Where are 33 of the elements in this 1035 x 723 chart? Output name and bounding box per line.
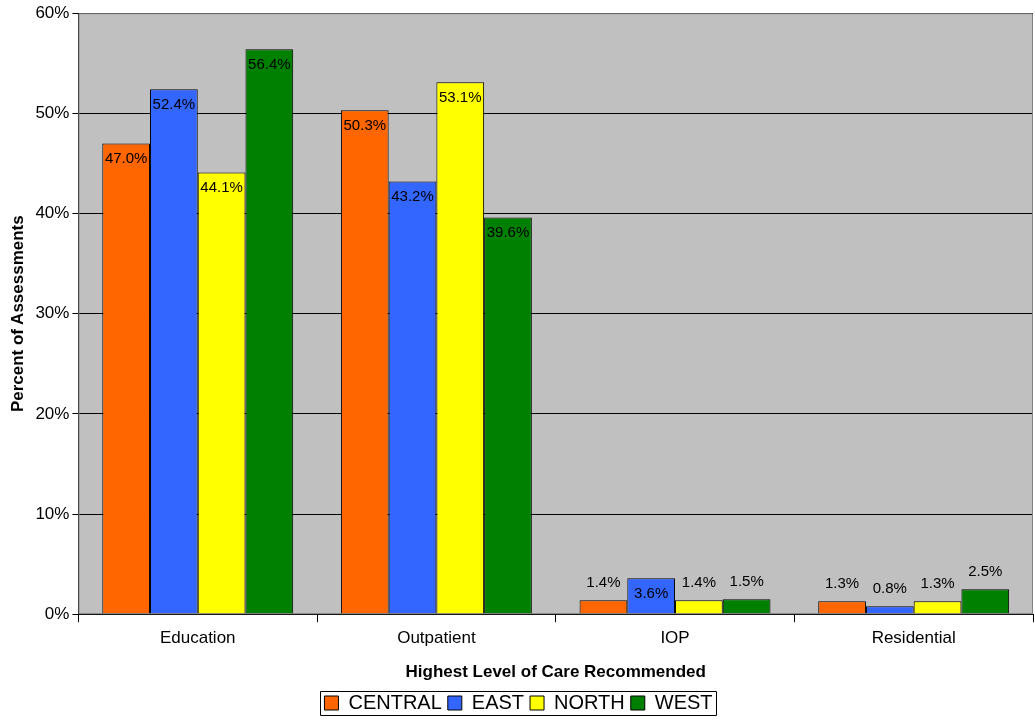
data-label: 1.5% [729, 571, 764, 589]
x-axis-title: Highest Level of Care Recommended [405, 662, 706, 682]
data-label: 1.4% [681, 572, 716, 590]
legend-label: WEST [654, 690, 713, 713]
x-tick-label: Education [159, 628, 236, 648]
data-label: 1.4% [586, 572, 621, 590]
data-label: 50.3% [343, 116, 387, 133]
data-label: 53.1% [438, 87, 482, 105]
y-axis-title: Percent of Assessments [7, 215, 27, 413]
y-tick-label: 50% [35, 103, 70, 123]
y-tick-label: 0% [44, 603, 70, 623]
y-tick-label: 60% [35, 2, 70, 22]
y-tick-label: 40% [35, 203, 70, 223]
data-label: 0.8% [872, 578, 907, 596]
x-tick-label: IOP [660, 628, 690, 648]
data-label: 1.3% [824, 573, 860, 591]
legend-label: EAST [471, 690, 525, 713]
data-label: 47.0% [104, 149, 148, 167]
data-label: 2.5% [968, 561, 1003, 579]
data-label: 52.4% [152, 94, 196, 112]
data-label: 44.1% [200, 178, 243, 196]
y-tick-label: 10% [35, 503, 70, 523]
data-label: 3.6% [634, 583, 669, 601]
y-tick-label: 30% [35, 303, 70, 323]
legend-label: CENTRAL [348, 690, 442, 713]
data-label: 56.4% [248, 54, 291, 72]
legend-label: NORTH [554, 690, 625, 713]
x-tick-label: Residential [871, 628, 956, 648]
data-label: 43.2% [391, 187, 434, 205]
y-tick-label: 20% [35, 403, 70, 423]
data-label: 1.3% [920, 573, 955, 591]
data-label: 39.6% [486, 223, 530, 241]
x-tick-label: Outpatient [397, 628, 476, 648]
